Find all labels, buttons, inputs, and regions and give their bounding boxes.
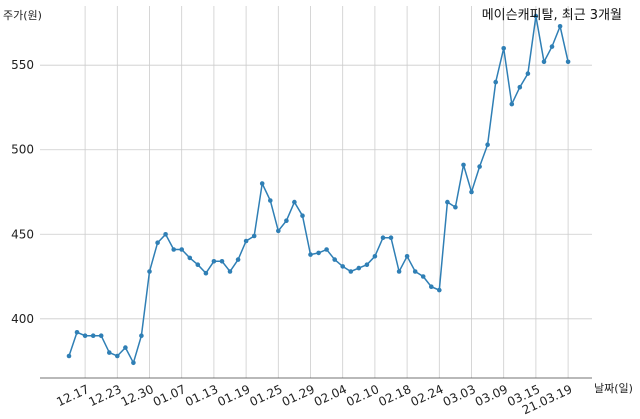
x-tick-label: 02.18	[376, 382, 413, 409]
data-point	[284, 218, 289, 223]
data-point	[412, 269, 418, 274]
data-point	[300, 213, 305, 218]
data-point	[364, 262, 370, 268]
data-point	[396, 269, 402, 274]
data-point	[171, 247, 176, 252]
data-point	[308, 252, 313, 257]
data-point	[211, 259, 217, 264]
data-point	[340, 264, 346, 269]
data-point	[324, 247, 329, 252]
data-point	[276, 228, 281, 234]
data-point	[388, 235, 394, 240]
x-tick-label: 12.17	[54, 382, 91, 409]
data-point	[90, 333, 96, 339]
data-point	[557, 24, 563, 29]
data-point	[131, 360, 136, 366]
data-point	[348, 269, 354, 274]
x-tick-label: 01.13	[183, 382, 220, 409]
data-point	[139, 333, 144, 339]
chart-title: 메이슨캐피탈, 최근 3개월	[482, 8, 622, 23]
x-axis-title: 날짜(일)	[594, 381, 633, 395]
data-point	[445, 199, 450, 205]
x-tick-label: 01.29	[280, 382, 317, 409]
x-tick-label: 01.19	[215, 382, 252, 409]
data-point	[565, 59, 571, 65]
data-point	[404, 253, 410, 259]
data-point	[509, 101, 515, 107]
data-point	[74, 330, 80, 335]
data-point	[533, 13, 539, 19]
data-point	[541, 59, 547, 65]
data-point	[82, 333, 88, 339]
x-tick-label: 03.03	[441, 382, 478, 409]
data-point	[243, 238, 249, 244]
y-tick-labels: 400 450 500 550	[11, 58, 34, 326]
y-tick-label: 400	[11, 312, 34, 326]
grid-lines	[40, 6, 592, 378]
data-point	[66, 353, 72, 359]
y-tick-label: 550	[11, 58, 34, 72]
data-point	[420, 274, 426, 279]
series-line	[68, 15, 569, 365]
x-tick-label: 02.24	[409, 382, 446, 409]
x-tick-label: 02.10	[344, 382, 381, 409]
data-point	[107, 350, 112, 355]
data-point	[517, 84, 523, 90]
data-point	[453, 204, 458, 210]
data-point	[235, 257, 241, 262]
data-point	[461, 162, 466, 168]
data-point	[203, 270, 209, 276]
series-price	[66, 13, 571, 366]
data-point	[316, 250, 321, 256]
data-point	[437, 287, 442, 293]
data-point	[123, 345, 128, 350]
data-point	[549, 44, 555, 49]
data-point	[469, 189, 474, 195]
data-point	[187, 255, 193, 261]
x-tick-label: 03.09	[473, 382, 510, 409]
x-tick-label: 01.07	[151, 382, 188, 409]
data-point	[485, 142, 490, 147]
data-point	[493, 79, 499, 85]
data-point	[227, 269, 233, 274]
data-point	[98, 333, 104, 339]
x-tick-labels: 12.1712.2312.3001.0701.1301.1901.2501.29…	[54, 382, 574, 417]
x-tick-label: 12.23	[87, 382, 124, 409]
data-point	[219, 259, 225, 264]
data-point	[501, 46, 507, 51]
x-tick-label: 02.04	[312, 382, 349, 409]
data-point	[525, 71, 531, 76]
data-point	[429, 284, 434, 290]
x-tick-label: 12.30	[119, 382, 156, 409]
data-point	[372, 253, 378, 259]
x-tick-label: 01.25	[248, 382, 285, 409]
data-point	[380, 235, 386, 240]
data-point	[356, 265, 362, 271]
data-point	[268, 198, 273, 203]
data-point	[115, 353, 120, 359]
y-axis-title: 주가(원)	[3, 9, 42, 22]
data-point	[195, 262, 201, 268]
data-point	[179, 247, 184, 252]
data-point	[477, 164, 482, 169]
y-tick-label: 500	[11, 143, 34, 157]
data-point	[332, 257, 338, 262]
data-point	[155, 240, 160, 245]
data-point	[259, 181, 265, 186]
data-point	[163, 232, 168, 237]
data-point	[292, 199, 297, 205]
y-tick-label: 450	[11, 227, 34, 241]
data-point	[147, 269, 152, 274]
data-point	[251, 233, 257, 239]
